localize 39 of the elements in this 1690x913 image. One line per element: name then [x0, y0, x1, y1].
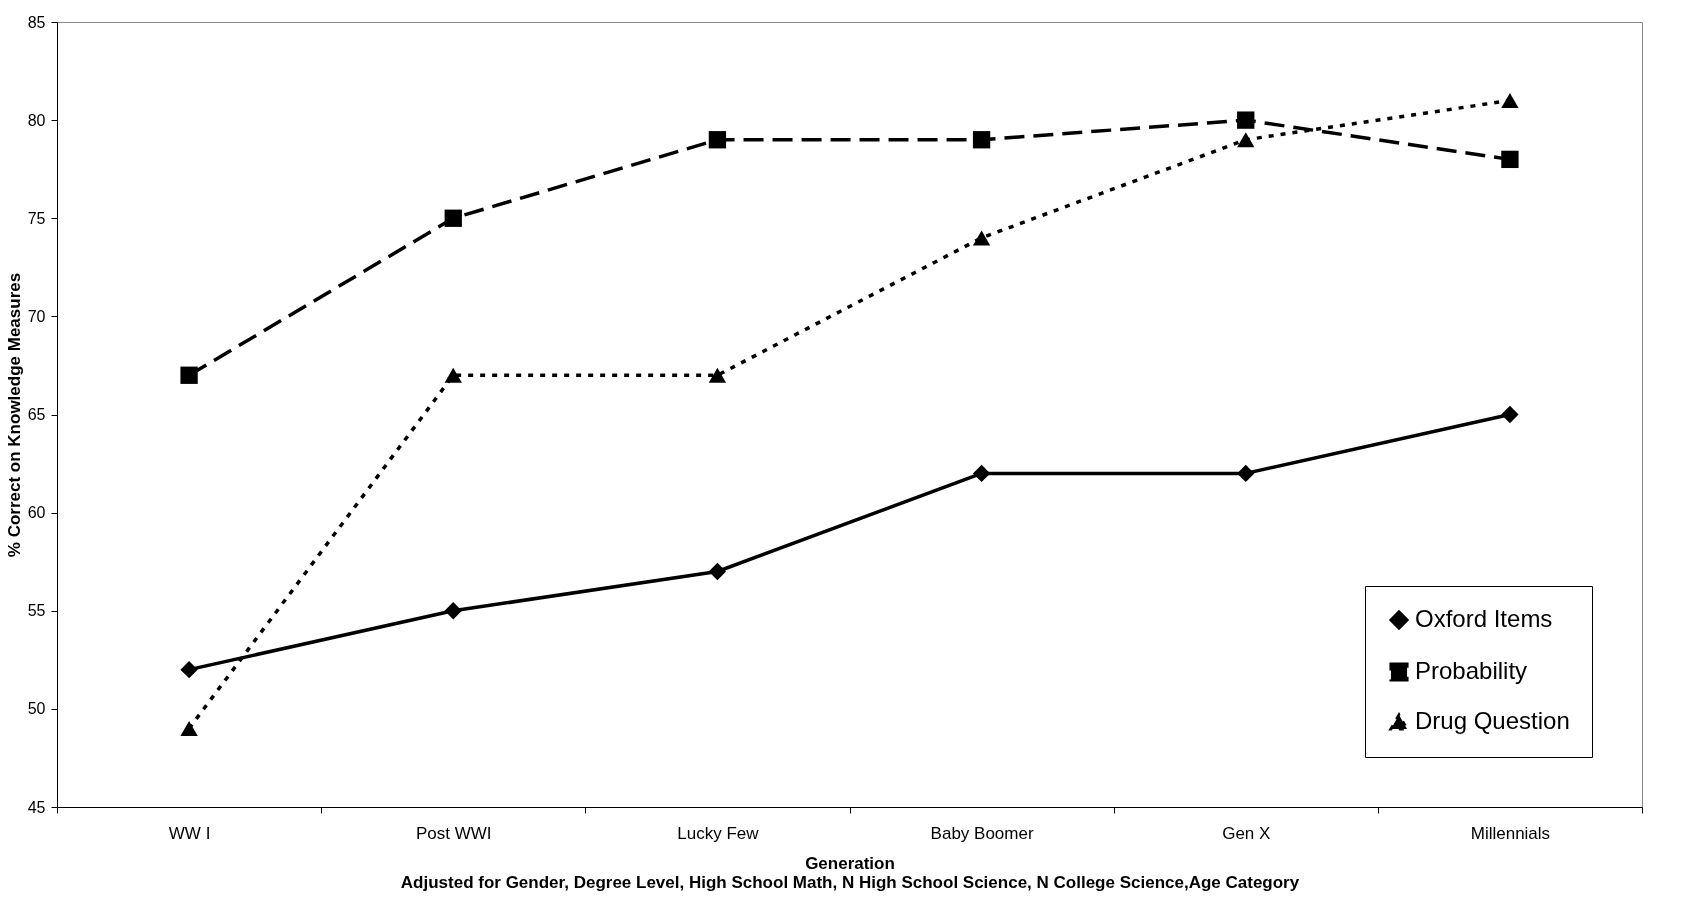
y-tick-label: 75	[27, 209, 46, 227]
x-tick-label: Gen X	[1222, 823, 1271, 843]
x-tick-label: Millennials	[1470, 823, 1551, 843]
point	[180, 366, 198, 384]
y-tick-label: 60	[27, 504, 46, 522]
y-tick-label: 50	[27, 700, 46, 718]
point	[444, 367, 462, 383]
point	[972, 131, 991, 149]
x-tick-label: Lucky Few	[677, 823, 760, 843]
point	[1237, 464, 1255, 483]
point	[180, 660, 198, 679]
point	[708, 131, 727, 149]
y-tick-label: 80	[27, 111, 46, 129]
point	[444, 602, 462, 620]
point	[1501, 405, 1519, 424]
y-axis-title: % Correct on Knowledge Measures	[4, 272, 24, 558]
legend-label: Drug Question	[1415, 707, 1570, 734]
point	[972, 464, 991, 483]
y-tick-label: 65	[27, 406, 46, 423]
text: Adjusted for Gender, Degree Level, High School Math, N High School Science, N College Science,Age Category	[400, 872, 1300, 892]
point	[1237, 111, 1255, 129]
y-tick-label: 55	[27, 602, 46, 620]
point	[708, 562, 727, 581]
x-tick-label: WW I	[168, 823, 211, 843]
x-tick-label: Post WWI	[415, 823, 492, 843]
x-axis-title: Generation	[805, 853, 895, 873]
point	[444, 209, 462, 227]
legend-label: Oxford Items	[1415, 605, 1553, 632]
legend-label: Probability	[1415, 657, 1528, 684]
point	[1501, 150, 1519, 169]
point	[708, 367, 727, 383]
y-tick-label: 45	[27, 798, 46, 816]
point	[1237, 132, 1255, 148]
point	[1501, 93, 1519, 108]
y-tick-label: 85	[27, 13, 46, 31]
point	[180, 721, 198, 736]
x-tick-label: Baby Boomer	[930, 823, 1034, 843]
point	[972, 230, 991, 246]
y-tick-label: 70	[27, 307, 46, 325]
